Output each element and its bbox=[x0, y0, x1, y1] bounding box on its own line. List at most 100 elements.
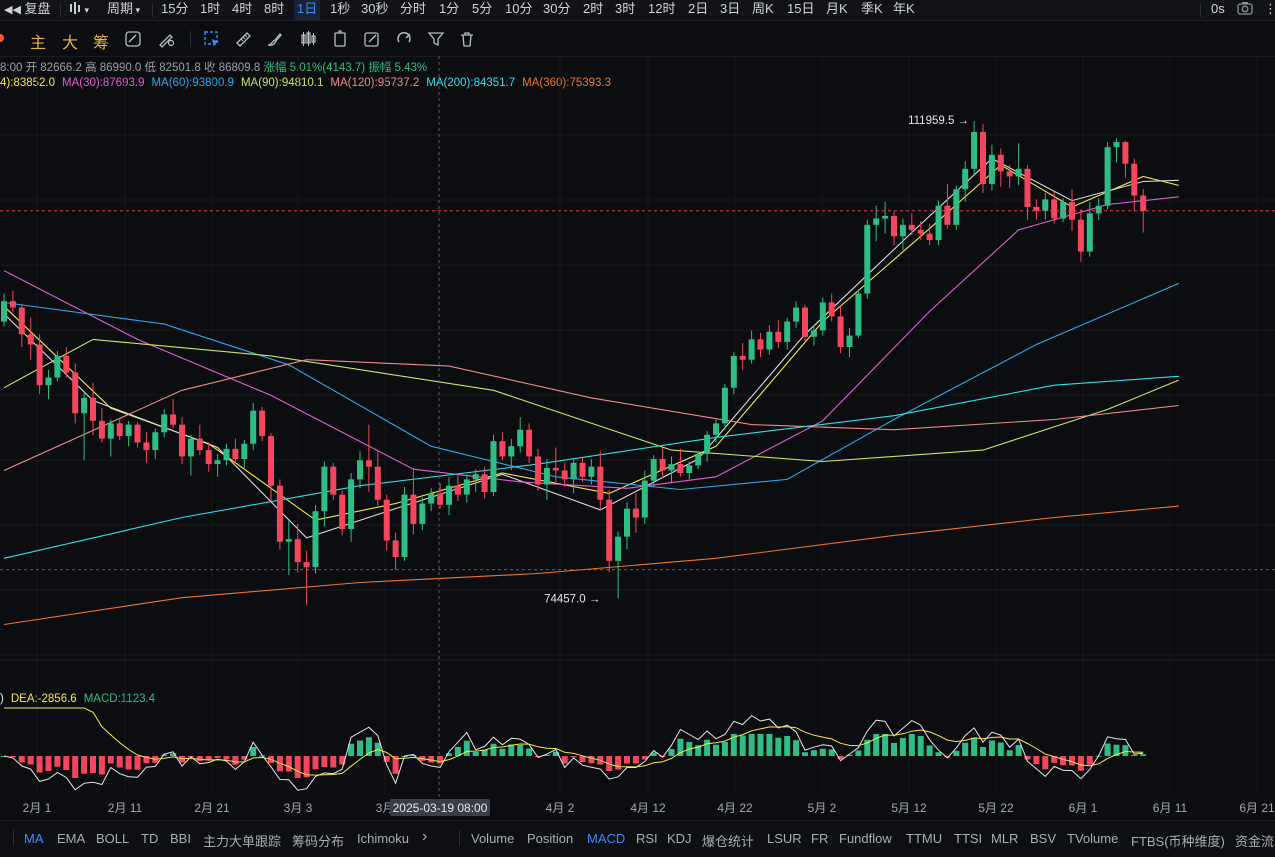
indicator-ema[interactable]: EMA bbox=[57, 831, 86, 846]
interval-16[interactable]: 3日 bbox=[720, 1, 741, 16]
macd-bar bbox=[98, 756, 105, 775]
main-chart-button[interactable]: 主 bbox=[30, 35, 47, 52]
indicator-ftbs-[interactable]: FTBS(币种维度) bbox=[1131, 834, 1225, 849]
interval-21[interactable]: 年K bbox=[893, 1, 915, 16]
indicator-mlr[interactable]: MLR bbox=[991, 831, 1019, 846]
indicator-lsur[interactable]: LSUR bbox=[767, 831, 802, 846]
price-chart[interactable]: 2月 1 2月 11 2月 21 3月 3 3月 4月 2 4月 12 4月 22 5月 2 5月… bbox=[0, 0, 1275, 820]
indicator--[interactable]: 主力大单跟踪 bbox=[203, 834, 282, 849]
interval-6[interactable]: 30秒 bbox=[361, 1, 389, 16]
candle-body bbox=[223, 448, 230, 461]
bookmark-icon[interactable] bbox=[331, 30, 349, 48]
indicator--[interactable]: 资金流 bbox=[1235, 834, 1275, 849]
x-tick-label: 6月 1 bbox=[1069, 801, 1098, 815]
cursor-select-icon[interactable] bbox=[203, 30, 221, 48]
candle-body bbox=[677, 464, 684, 473]
interval-5[interactable]: 1秒 bbox=[330, 1, 351, 16]
indicator-kdj[interactable]: KDJ bbox=[667, 831, 692, 846]
indicator-bbi[interactable]: BBI bbox=[170, 831, 191, 846]
candle-body bbox=[891, 215, 897, 237]
interval-19[interactable]: 月K bbox=[826, 1, 848, 16]
candle-body bbox=[713, 423, 719, 435]
more-icon[interactable]: ⋮ bbox=[1264, 1, 1275, 16]
interval-4[interactable]: 1日 bbox=[294, 0, 321, 20]
candle-body bbox=[873, 218, 880, 225]
macd-bar bbox=[339, 756, 346, 765]
macd-panel bbox=[1, 707, 1147, 791]
ma-legend-item: MA(120):95737.2 bbox=[330, 77, 420, 89]
macd-bar bbox=[490, 743, 497, 756]
candle-body bbox=[472, 474, 479, 480]
period-dropdown[interactable]: 周期 ▾ bbox=[107, 1, 141, 16]
macd-bar bbox=[775, 737, 782, 756]
indicator-tvolume[interactable]: TVolume bbox=[1067, 831, 1119, 846]
magnet-icon[interactable] bbox=[395, 30, 413, 48]
interval-8[interactable]: 1分 bbox=[439, 1, 460, 16]
indicator-boll[interactable]: BOLL bbox=[96, 831, 130, 846]
interval-17[interactable]: 周K bbox=[752, 1, 774, 16]
candle-body bbox=[579, 462, 586, 477]
x-tick-label: 3月 3 bbox=[284, 801, 313, 815]
indicator-volume[interactable]: Volume bbox=[471, 831, 515, 846]
chip-distribution-button[interactable]: 筹 bbox=[93, 35, 110, 52]
interval-0[interactable]: 15分 bbox=[161, 1, 189, 16]
indicator-macd[interactable]: MACD bbox=[587, 831, 626, 846]
indicator-position[interactable]: Position bbox=[527, 831, 574, 846]
chevron-right-icon[interactable]: › bbox=[422, 828, 428, 845]
ai-draw-icon[interactable] bbox=[124, 30, 142, 48]
interval-3[interactable]: 8时 bbox=[264, 1, 285, 16]
interval-18[interactable]: 15日 bbox=[787, 1, 815, 16]
interval-9[interactable]: 5分 bbox=[472, 1, 493, 16]
indicator-ttsi[interactable]: TTSI bbox=[954, 831, 983, 846]
macd-bar bbox=[1140, 754, 1147, 756]
macd-bar bbox=[899, 738, 906, 756]
macd-bar bbox=[784, 736, 791, 756]
pencil-settings-icon[interactable] bbox=[157, 30, 175, 48]
indicator-fundflow[interactable]: Fundflow bbox=[839, 831, 892, 846]
indicator-fr[interactable]: FR bbox=[811, 831, 829, 846]
macd-legend: ) DEA:-2856.6 MACD:1123.4 bbox=[0, 693, 162, 705]
interval-11[interactable]: 30分 bbox=[543, 1, 571, 16]
replay-button[interactable]: ◀◀ 复盘 bbox=[4, 1, 51, 16]
indicator-ttmu[interactable]: TTMU bbox=[906, 831, 943, 846]
macd-bar bbox=[45, 756, 52, 771]
interval-10[interactable]: 10分 bbox=[505, 1, 533, 16]
macd-bar bbox=[624, 756, 630, 764]
interval-2[interactable]: 4时 bbox=[232, 1, 253, 16]
indicator-ichimoku[interactable]: Ichimoku bbox=[357, 831, 410, 846]
indicator--[interactable]: 爆仓统计 bbox=[702, 834, 755, 849]
screenshot-button[interactable] bbox=[1237, 1, 1253, 21]
trash-icon[interactable] bbox=[458, 30, 476, 48]
macd-bar bbox=[668, 749, 675, 756]
edit-box-icon[interactable] bbox=[363, 30, 381, 48]
candle-body bbox=[526, 429, 533, 457]
indicator--[interactable]: 筹码分布 bbox=[292, 834, 345, 849]
macd-bar bbox=[472, 752, 479, 756]
candle-body bbox=[695, 453, 702, 466]
ruler-icon[interactable] bbox=[234, 30, 252, 48]
large-order-button[interactable]: 大 bbox=[62, 35, 79, 52]
interval-15[interactable]: 2日 bbox=[688, 1, 709, 16]
candle-body bbox=[1086, 213, 1093, 252]
indicator-td[interactable]: TD bbox=[141, 831, 159, 846]
candle-body bbox=[294, 539, 301, 563]
indicator-dropdown[interactable]: ▾ bbox=[68, 0, 89, 20]
interval-20[interactable]: 季K bbox=[861, 1, 883, 16]
interval-14[interactable]: 12时 bbox=[648, 1, 676, 16]
interval-13[interactable]: 3时 bbox=[615, 1, 636, 16]
macd-bar bbox=[383, 756, 390, 762]
brush-icon[interactable] bbox=[266, 30, 284, 48]
candle-body bbox=[152, 432, 159, 451]
candle-body bbox=[72, 372, 79, 414]
macd-bar bbox=[437, 756, 444, 764]
interval-1[interactable]: 1时 bbox=[200, 1, 221, 16]
indicator-rsi[interactable]: RSI bbox=[636, 831, 658, 846]
indicator-bsv[interactable]: BSV bbox=[1030, 831, 1057, 846]
candle-tool-icon[interactable] bbox=[299, 30, 317, 48]
filter-icon[interactable] bbox=[427, 30, 445, 48]
interval-7[interactable]: 分时 bbox=[400, 1, 427, 16]
x-tick-label: 5月 22 bbox=[978, 801, 1014, 815]
interval-12[interactable]: 2时 bbox=[583, 1, 604, 16]
macd-bar bbox=[980, 747, 986, 756]
indicator-ma[interactable]: MA bbox=[24, 831, 44, 846]
